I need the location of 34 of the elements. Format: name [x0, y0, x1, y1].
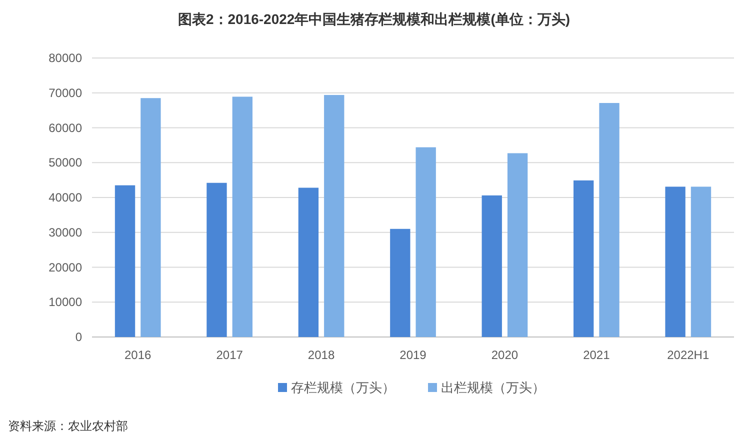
chart-title: 图表2：2016-2022年中国生猪存栏规模和出栏规模(单位：万头)	[178, 11, 570, 27]
y-tick-label: 30000	[48, 225, 82, 240]
y-tick-label: 60000	[48, 120, 82, 135]
x-tick-label: 2020	[491, 348, 518, 362]
y-tick-label: 20000	[48, 260, 82, 274]
bar	[298, 188, 319, 337]
legend-label: 存栏规模（万头）	[291, 380, 395, 395]
y-tick-label: 50000	[48, 156, 82, 170]
bar	[416, 147, 436, 337]
bar	[140, 98, 161, 337]
bar	[232, 96, 252, 337]
bar	[324, 94, 344, 337]
bar	[206, 182, 227, 337]
bar	[665, 186, 686, 337]
y-tick-label: 10000	[48, 295, 82, 310]
bar	[507, 153, 528, 337]
bar	[482, 195, 502, 337]
bar	[114, 185, 136, 337]
text: 资料来源：农业农村部	[8, 419, 128, 433]
y-tick-label: 0	[75, 330, 82, 344]
bar	[690, 186, 712, 337]
x-tick-label: 2018	[308, 348, 335, 362]
y-tick-label: 70000	[48, 86, 82, 100]
bar	[599, 102, 620, 337]
y-tick-label: 80000	[48, 51, 82, 65]
x-tick-label: 2017	[216, 348, 244, 362]
legend-label: 出栏规模（万头）	[441, 380, 545, 395]
y-tick-label: 40000	[48, 190, 82, 204]
x-tick-label: 2021	[583, 348, 610, 362]
bar	[574, 180, 594, 337]
x-tick-label: 2019	[400, 348, 427, 362]
x-tick-label: 2022H1	[667, 348, 710, 362]
x-tick-label: 2016	[124, 348, 152, 362]
bar	[390, 228, 410, 337]
